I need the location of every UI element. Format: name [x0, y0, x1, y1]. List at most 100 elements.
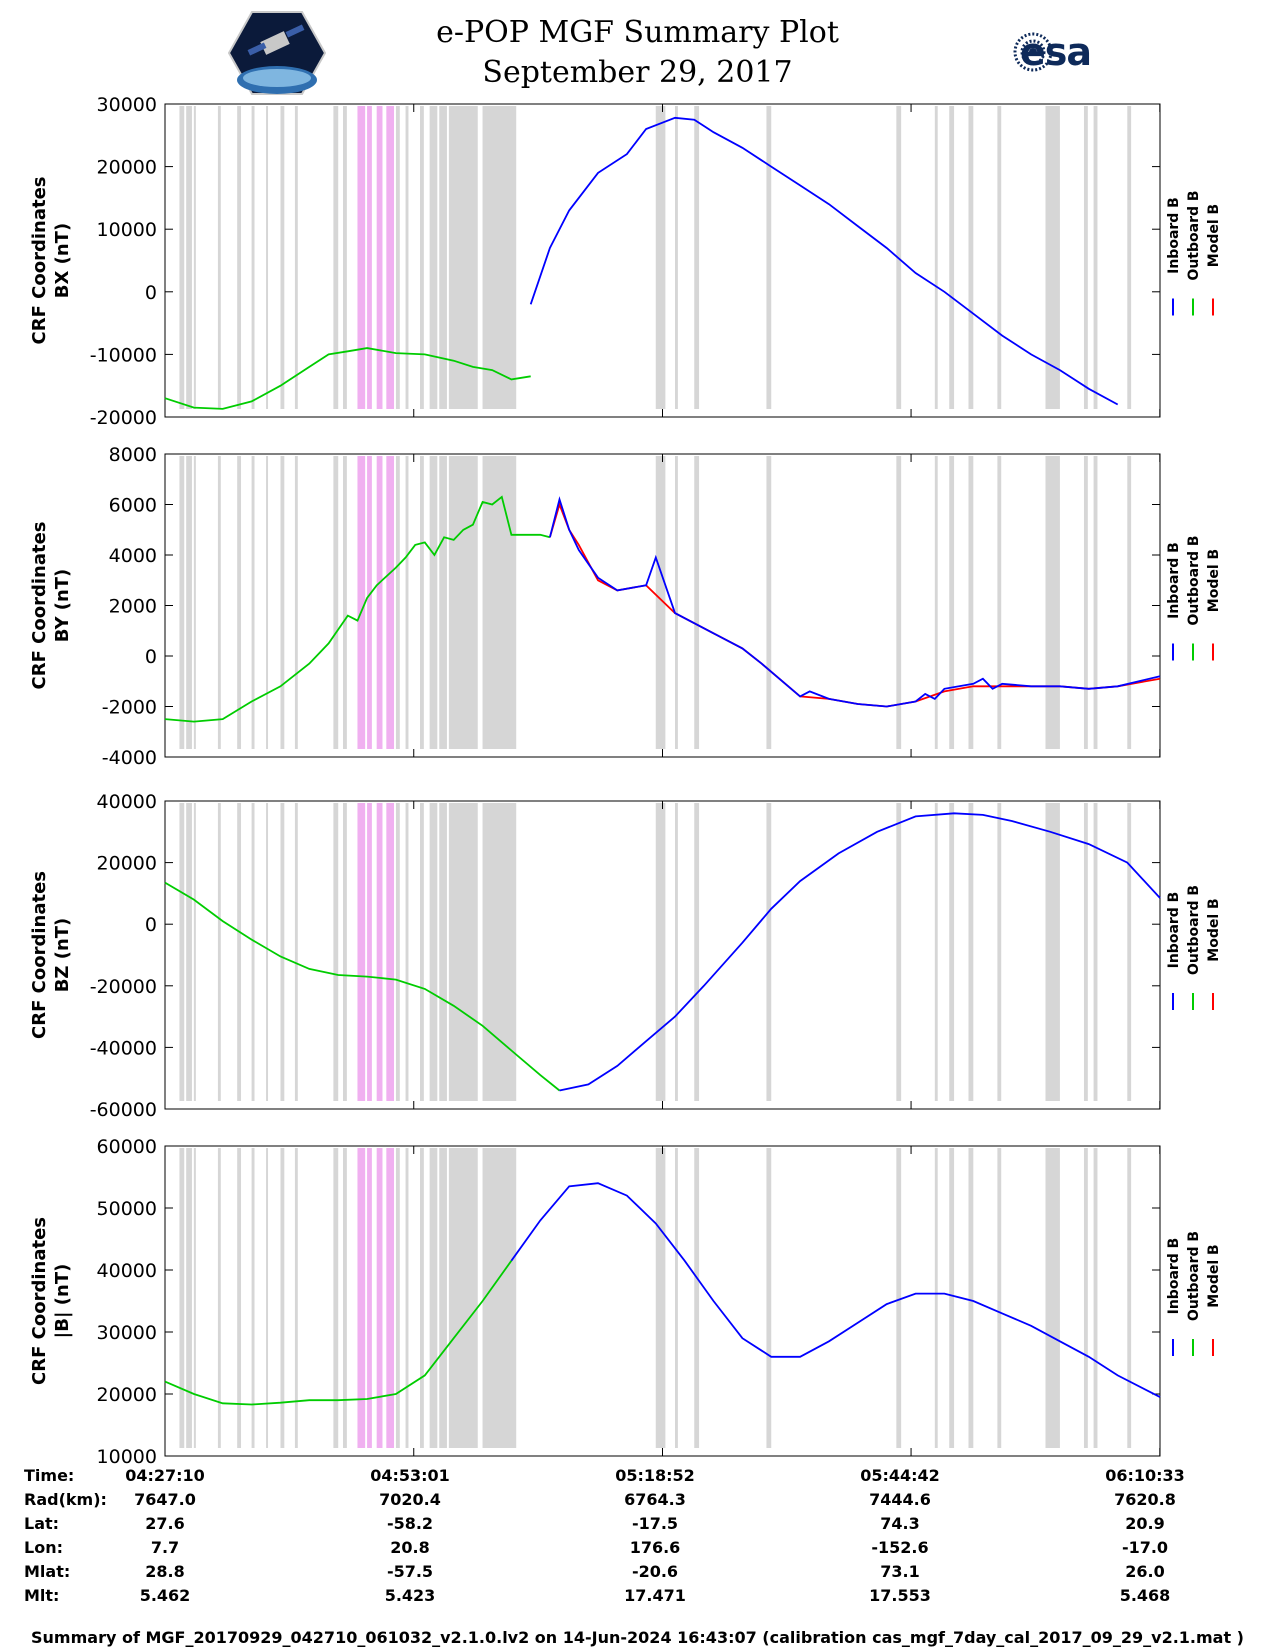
data-gap-band [266, 1148, 269, 1448]
plot-date: September 29, 2017 [482, 55, 793, 90]
table-cell: 26.0 [1125, 1562, 1165, 1581]
data-gap-band-pink [386, 456, 395, 749]
data-gap-band [968, 106, 974, 409]
y-tick-label: 0 [145, 914, 157, 936]
data-gap-band [896, 803, 902, 1101]
data-gap-band [251, 106, 255, 409]
table-cell: -17.0 [1121, 1538, 1169, 1557]
data-gap-band [237, 1148, 242, 1448]
data-gap-band [1083, 803, 1088, 1101]
series-outboard-b [164, 495, 551, 723]
y-tick-label: -4000 [102, 747, 157, 769]
legend-label: Model B [1206, 549, 1222, 612]
plot-title: e-POP MGF Summary Plot [436, 15, 839, 50]
table-cell: -20.6 [631, 1562, 679, 1581]
cassiope-logo-icon [228, 11, 326, 95]
data-gap-band [251, 803, 255, 1101]
data-gap-band [766, 106, 772, 409]
series-outboard-b [164, 881, 561, 1092]
data-gap-band [251, 1148, 255, 1448]
data-gap-band [186, 803, 192, 1101]
table-cell: 20.9 [1125, 1514, 1165, 1533]
data-gap-band [237, 456, 242, 749]
data-gap-band [280, 106, 285, 409]
data-gap-band [1093, 106, 1098, 409]
data-gap-band [694, 456, 700, 749]
data-gap-band [949, 1148, 955, 1448]
legend-label: Model B [1206, 898, 1222, 961]
y-tick-label: -2000 [102, 697, 157, 719]
panel-4: 10000 20000 30000 40000 50000 60000 CRF Coordi… [29, 1136, 1222, 1468]
data-gap-band [343, 1148, 347, 1448]
data-gap-band [448, 803, 478, 1101]
data-gap-band [395, 1148, 400, 1448]
panel-2: -4000 -2000 0 2000 4000 6000 8000 CRF Coordinat… [29, 444, 1222, 769]
panel-3: -60000 -40000 -20000 0 20000 40000 CRF Coordin… [29, 791, 1222, 1121]
data-gap-band-pink [376, 803, 383, 1101]
data-gap-band [1093, 803, 1098, 1101]
data-gap-band [294, 803, 298, 1101]
data-gap-band [949, 456, 955, 749]
legend-label: Inboard B [1166, 197, 1182, 274]
y-tick-label: 6000 [109, 495, 157, 517]
data-gap-band [405, 1148, 409, 1448]
data-gap-band [217, 1148, 221, 1448]
data-gap-band [896, 456, 902, 749]
table-cell: 17.553 [869, 1586, 931, 1605]
data-gap-band [193, 106, 196, 409]
table-cell: 74.3 [880, 1514, 920, 1533]
data-gap-band [343, 456, 347, 749]
y-axis-label: CRF Coordinates [29, 1217, 50, 1385]
data-gap-band [193, 456, 196, 749]
data-gap-band [343, 803, 347, 1101]
y-axis-label: BX (nT) [52, 223, 73, 298]
data-gap-band [179, 106, 185, 409]
data-gap-band-pink [376, 106, 383, 409]
data-gap-band [1045, 106, 1060, 409]
data-gap-band [429, 1148, 438, 1448]
table-cell: 7020.4 [379, 1490, 441, 1509]
data-gap-band [1083, 106, 1088, 409]
table-label-mlt: Mlt: [24, 1586, 60, 1605]
data-gap-band [333, 106, 339, 409]
data-gap-band [1127, 456, 1132, 749]
y-tick-label: -40000 [90, 1037, 157, 1059]
data-gap-band [179, 456, 185, 749]
table-cell: -17.5 [631, 1514, 679, 1533]
data-gap-band [395, 106, 400, 409]
legend-label: Model B [1206, 204, 1222, 267]
data-gap-band [280, 803, 285, 1101]
data-gap-band [179, 803, 185, 1101]
y-tick-label: 40000 [97, 791, 157, 813]
data-gap-band [266, 803, 269, 1101]
data-gap-band [1045, 803, 1060, 1101]
data-gap-band [968, 803, 974, 1101]
data-gap-band [655, 1148, 666, 1448]
data-gap-band-pink [357, 1148, 366, 1448]
y-tick-label: 40000 [97, 1260, 157, 1282]
table-cell: -58.2 [386, 1514, 434, 1533]
data-gap-band [1045, 456, 1060, 749]
y-tick-label: 60000 [97, 1136, 157, 1158]
series-inboard-b [549, 496, 1161, 708]
data-gap-band [997, 1148, 1002, 1448]
y-tick-label: 10000 [97, 219, 157, 241]
data-gap-band-pink [376, 1148, 383, 1448]
series-inboard-b [559, 812, 1161, 1092]
data-gap-band-pink [367, 1148, 372, 1448]
y-tick-label: 4000 [109, 545, 157, 567]
data-gap-band [675, 106, 678, 409]
data-gap-band [333, 1148, 339, 1448]
y-tick-label: 20000 [97, 1384, 157, 1406]
data-gap-band [997, 106, 1002, 409]
data-gap-band [949, 106, 955, 409]
data-gap-band [482, 803, 517, 1101]
data-gap-band-pink [386, 1148, 395, 1448]
data-gap-band [997, 456, 1002, 749]
data-gap-band [675, 803, 678, 1101]
data-gap-band-pink [367, 456, 372, 749]
data-gap-band [655, 803, 666, 1101]
data-gap-band [420, 803, 424, 1101]
data-gap-band-pink [367, 803, 372, 1101]
y-axis-label: CRF Coordinates [29, 871, 50, 1039]
